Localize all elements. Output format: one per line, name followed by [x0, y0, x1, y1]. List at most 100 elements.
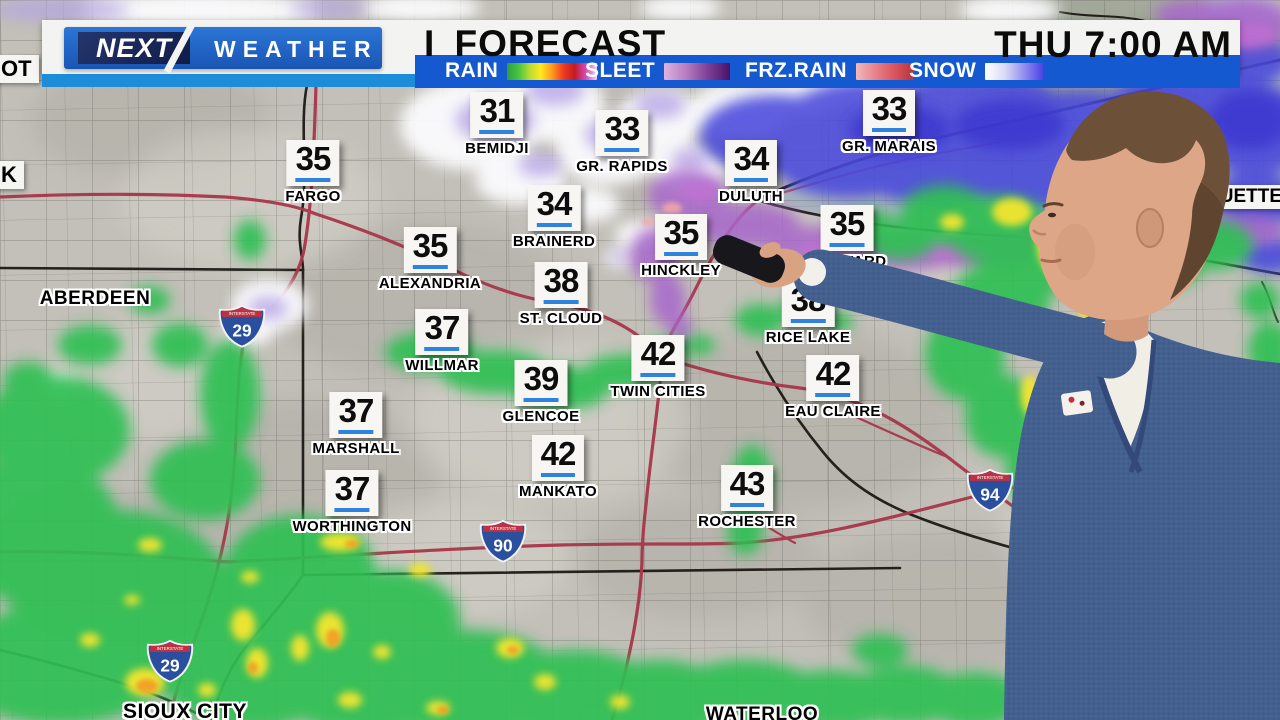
interstate-shield-29-south: INTERSTATE 29 — [146, 639, 194, 683]
city-label-sioux-city: SIOUX CITY — [122, 700, 248, 720]
temp-underline — [640, 372, 676, 377]
station-alexandria: 35 ALEXANDRIA — [379, 227, 481, 292]
temp-value: 35 — [829, 205, 866, 242]
city-name: TWIN CITIES — [610, 382, 706, 400]
temp-underline — [729, 502, 765, 507]
temp-box: 38 — [534, 262, 588, 308]
frz-rain-pink-spot — [642, 202, 682, 226]
shield-number: 90 — [493, 536, 512, 556]
legend-item-frz-rain: FRZ.RAIN — [745, 59, 914, 83]
interstate-shield-90: INTERSTATE 90 — [479, 519, 527, 563]
temp-underline — [479, 129, 515, 134]
station-glencoe: 39 GLENCOE — [503, 360, 580, 425]
station-st-cloud: 38 ST. CLOUD — [520, 262, 603, 327]
temp-value: 33 — [604, 110, 641, 147]
temp-box: 35 — [654, 214, 708, 260]
temp-value: 42 — [815, 355, 852, 392]
temp-value: 42 — [640, 335, 677, 372]
temp-box: 31 — [470, 92, 524, 138]
station-gr-rapids: 33 GR. RAPIDS — [576, 110, 668, 175]
city-name: WILLMAR — [405, 356, 479, 374]
temp-box: 37 — [325, 470, 379, 516]
precip-legend-bar: RAIN SLEET FRZ.RAIN SNOW — [415, 55, 1240, 88]
temp-value: 37 — [334, 470, 371, 507]
temp-value: 37 — [338, 392, 375, 429]
temp-box: 42 — [631, 335, 685, 381]
next-weather-logo: NEXT WEATHER — [64, 22, 382, 74]
city-name: DULUTH — [718, 187, 784, 205]
temp-underline — [829, 242, 865, 247]
temp-underline — [543, 299, 579, 304]
temp-underline — [412, 264, 448, 269]
city-name: BRAINERD — [512, 232, 596, 250]
city-name: ST. CLOUD — [519, 309, 603, 327]
temp-box: 35 — [403, 227, 457, 273]
legend-item-sleet: SLEET — [585, 59, 731, 83]
temp-value: 38 — [543, 262, 580, 299]
station-twin-cities: 42 TWIN CITIES — [610, 335, 705, 400]
temp-box: 42 — [531, 435, 585, 481]
station-rice-lake: 38 RICE LAKE — [766, 281, 850, 346]
city-name: MANKATO — [518, 482, 598, 500]
interstate-shield-94: INTERSTATE 94 — [966, 468, 1014, 512]
partial-label-marquette: QUETTE — [1198, 185, 1280, 209]
temp-underline — [663, 251, 699, 256]
city-name: BEMIDJI — [465, 139, 529, 157]
temp-box: 35 — [286, 140, 340, 186]
station-brainerd: 34 BRAINERD — [513, 185, 595, 250]
legend-item-snow: SNOW — [909, 59, 1044, 83]
city-name: GLENCOE — [502, 407, 580, 425]
temp-value: 43 — [729, 465, 766, 502]
temp-value: 34 — [733, 140, 770, 177]
station-duluth: 34 DULUTH — [719, 140, 783, 205]
rain-gradient-swatch — [507, 62, 598, 80]
temp-box: 34 — [527, 185, 581, 231]
city-label-aberdeen: ABERDEEN — [39, 288, 151, 309]
city-name: FARGO — [285, 187, 341, 205]
temp-underline — [733, 177, 769, 182]
forecast-timestamp: THU 7:00 AM — [994, 24, 1232, 65]
temp-underline — [424, 346, 460, 351]
temp-value: 31 — [479, 92, 516, 129]
station-willmar: 37 WILLMAR — [405, 309, 479, 374]
sleet-gradient-swatch — [664, 62, 731, 80]
city-label-waterloo: WATERLOO — [705, 704, 819, 720]
temp-value: 38 — [790, 281, 827, 318]
legend-label: SLEET — [585, 59, 656, 82]
temp-value: 33 — [871, 90, 908, 127]
logo-weather-text: WEATHER — [214, 36, 378, 62]
temp-box: 33 — [595, 110, 649, 156]
temp-underline — [604, 147, 640, 152]
temp-box: 37 — [415, 309, 469, 355]
temp-value: 37 — [424, 309, 461, 346]
temp-value: 42 — [540, 435, 577, 472]
temp-box: 43 — [720, 465, 774, 511]
temp-value: 35 — [295, 140, 332, 177]
forecast-title: I FORECAST — [424, 23, 667, 64]
snow-gradient-swatch — [985, 62, 1044, 80]
station-worthington: 37 WORTHINGTON — [292, 470, 411, 535]
temp-underline — [523, 397, 559, 402]
legend-label: FRZ.RAIN — [745, 59, 847, 82]
temp-box: 33 — [862, 90, 916, 136]
city-name: RICE LAKE — [765, 328, 851, 346]
city-name: ROCHESTER — [698, 512, 796, 530]
legend-label: RAIN — [445, 59, 499, 82]
interstate-shield-29: INTERSTATE 29 — [218, 304, 266, 348]
logo-next-box: NEXT — [78, 32, 190, 64]
city-name: MARSHALL — [312, 439, 400, 457]
frz-rain-gradient-swatch — [856, 62, 914, 80]
station-hinckley: 35 HINCKLEY — [641, 214, 721, 279]
temp-value: 35 — [412, 227, 449, 264]
city-name: HINCKLEY — [641, 261, 721, 279]
temp-box: 39 — [514, 360, 568, 406]
city-name: HAYWARD — [807, 252, 887, 270]
shield-number: 29 — [232, 321, 251, 341]
temp-underline — [790, 318, 826, 323]
temp-box: 38 — [781, 281, 835, 327]
temp-underline — [815, 392, 851, 397]
temp-underline — [871, 127, 907, 132]
temp-box: 35 — [820, 205, 874, 251]
station-gr-marais: 33 GR. MARAIS — [842, 90, 936, 155]
station-mankato: 42 MANKATO — [519, 435, 597, 500]
